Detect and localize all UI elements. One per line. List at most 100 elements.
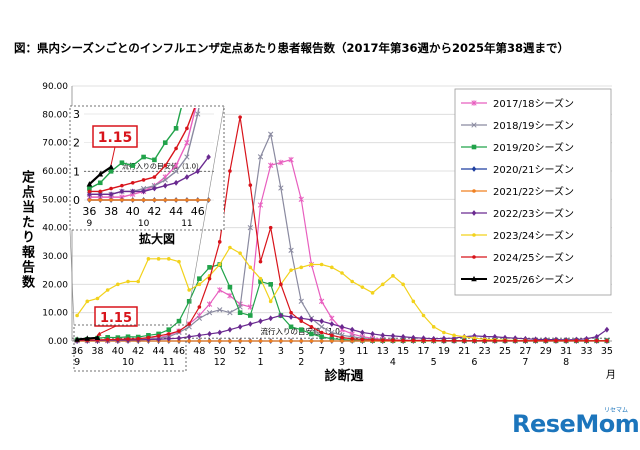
legend-label: 2021/22シーズン bbox=[493, 185, 574, 198]
legend-label: 2024/25シーズン bbox=[493, 251, 574, 264]
data-point bbox=[278, 159, 284, 166]
data-point bbox=[309, 316, 314, 323]
data-point bbox=[503, 338, 507, 343]
data-point bbox=[174, 198, 178, 202]
data-point bbox=[299, 265, 304, 270]
data-point bbox=[217, 307, 223, 313]
data-point bbox=[217, 262, 222, 267]
x-tick-label: 13 bbox=[377, 346, 389, 357]
data-point bbox=[141, 154, 146, 160]
data-point bbox=[152, 157, 157, 163]
data-point bbox=[482, 338, 487, 343]
month-label: 6 bbox=[471, 357, 477, 368]
data-point bbox=[258, 318, 263, 325]
data-point bbox=[197, 332, 202, 339]
data-point bbox=[173, 168, 179, 174]
inset-y-tick-label: 0 bbox=[73, 194, 80, 207]
inset-series-group bbox=[86, 108, 211, 203]
inset-connector bbox=[185, 105, 225, 326]
data-point bbox=[329, 321, 335, 327]
data-point bbox=[390, 333, 396, 339]
data-point bbox=[554, 338, 558, 343]
data-point bbox=[228, 169, 232, 173]
y-tick-label: 30.00 bbox=[42, 252, 68, 262]
data-point bbox=[411, 299, 416, 304]
inset-month-label: 11 bbox=[181, 219, 192, 229]
data-point bbox=[574, 338, 579, 343]
data-point bbox=[166, 332, 171, 336]
data-point bbox=[177, 259, 181, 264]
data-point bbox=[130, 181, 135, 185]
data-point bbox=[130, 163, 136, 168]
data-point bbox=[162, 140, 168, 145]
data-point bbox=[278, 312, 284, 319]
data-point bbox=[421, 338, 426, 343]
data-point bbox=[97, 180, 103, 186]
data-point bbox=[318, 324, 325, 330]
data-point bbox=[163, 163, 168, 168]
data-point bbox=[116, 337, 120, 342]
data-point bbox=[173, 179, 179, 186]
data-point bbox=[162, 177, 168, 183]
data-point bbox=[309, 262, 314, 267]
x-axis-label: 診断週 bbox=[324, 368, 363, 384]
data-point bbox=[130, 188, 136, 195]
x-tick-label: 46 bbox=[173, 346, 185, 357]
inset-current-value-pointer bbox=[110, 146, 116, 166]
data-point bbox=[309, 325, 314, 329]
data-point bbox=[237, 310, 243, 315]
data-point bbox=[187, 288, 191, 292]
x-tick-label: 42 bbox=[132, 346, 144, 357]
data-point bbox=[195, 198, 200, 202]
month-label: 9 bbox=[74, 357, 80, 368]
x-tick-label: 50 bbox=[214, 346, 226, 357]
data-point bbox=[119, 160, 125, 166]
x-tick-label: 48 bbox=[193, 346, 205, 357]
data-point bbox=[184, 154, 190, 160]
current-value-label: 1.15 bbox=[100, 311, 132, 326]
data-point bbox=[380, 338, 385, 342]
data-point bbox=[401, 338, 405, 343]
inset-series-line bbox=[89, 108, 197, 198]
data-point bbox=[86, 181, 93, 187]
data-point bbox=[166, 335, 172, 342]
data-point bbox=[146, 333, 151, 338]
data-point bbox=[95, 296, 100, 301]
data-point bbox=[130, 198, 135, 202]
x-tick-label: 44 bbox=[153, 346, 165, 357]
data-point bbox=[492, 333, 498, 340]
data-point bbox=[298, 327, 304, 332]
data-point bbox=[319, 262, 324, 267]
inset-y-tick-label: 1 bbox=[73, 165, 80, 178]
data-point bbox=[156, 334, 161, 338]
data-point bbox=[184, 139, 190, 146]
month-label: 2 bbox=[298, 357, 304, 368]
data-point bbox=[380, 282, 385, 287]
data-point bbox=[166, 327, 172, 332]
legend-box bbox=[454, 88, 612, 296]
y-tick-label: 20.00 bbox=[42, 280, 68, 290]
data-point bbox=[217, 339, 222, 343]
data-point bbox=[452, 333, 456, 338]
data-point bbox=[288, 324, 294, 330]
x-tick-label: 23 bbox=[479, 346, 491, 357]
data-point bbox=[471, 166, 477, 172]
data-point bbox=[247, 225, 253, 231]
data-point bbox=[217, 240, 222, 244]
data-point bbox=[248, 265, 253, 270]
data-point bbox=[370, 291, 375, 295]
month-label: 1 bbox=[257, 357, 263, 368]
data-point bbox=[513, 338, 518, 343]
data-point bbox=[533, 338, 538, 343]
data-point bbox=[146, 257, 151, 261]
data-point bbox=[411, 338, 416, 343]
data-point bbox=[87, 189, 92, 194]
data-point bbox=[228, 245, 232, 250]
legend-label: 2020/21シーズン bbox=[493, 163, 574, 176]
inset-threshold-label: 流行入りの目安値（1.0） bbox=[122, 161, 203, 170]
data-point bbox=[288, 156, 294, 163]
data-point bbox=[141, 188, 146, 195]
current-value-pointer bbox=[99, 325, 117, 335]
month-label: 7 bbox=[522, 357, 528, 368]
data-point bbox=[330, 265, 334, 270]
